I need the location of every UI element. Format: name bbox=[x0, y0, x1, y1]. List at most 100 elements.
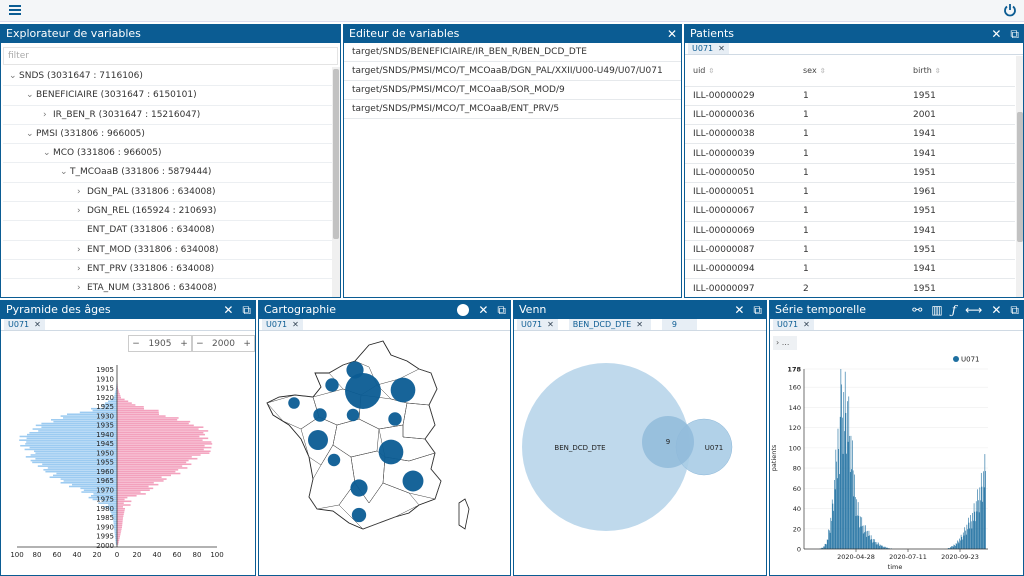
table-row[interactable]: ILL-00000097 2 1951 bbox=[685, 278, 1015, 297]
tree-node[interactable]: › DGN_REL (165924 : 210693) bbox=[3, 202, 333, 222]
tree-node[interactable]: ⌄ T_MCOaaB (331806 : 5879444) bbox=[3, 163, 333, 183]
increment-button[interactable]: + bbox=[243, 338, 251, 349]
chevron-down-icon[interactable]: ⌄ bbox=[60, 167, 68, 178]
table-row[interactable]: ILL-00000050 1 1951 bbox=[685, 163, 1015, 183]
variable-path-item[interactable]: target/SNDS/PMSI/MCO/T_MCOaaB/SOR_MOD/9 bbox=[344, 81, 681, 100]
tree-node[interactable]: ⌄ BENEFICIAIRE (3031647 : 6150101) bbox=[3, 86, 333, 106]
chevron-right-icon[interactable]: › bbox=[77, 244, 81, 255]
circle-mode-icon[interactable] bbox=[457, 304, 470, 316]
chevron-down-icon[interactable]: ⌄ bbox=[43, 148, 51, 159]
filter-tag[interactable]: U071 ✕ bbox=[517, 319, 558, 330]
variable-path-item[interactable]: target/SNDS/PMSI/MCO/T_MCOaaB/DGN_PAL/XX… bbox=[344, 62, 681, 81]
y-tick-label: 60 bbox=[793, 485, 801, 493]
table-row[interactable]: ILL-00000051 1 1961 bbox=[685, 182, 1015, 203]
filter-input[interactable]: filter bbox=[3, 47, 338, 65]
close-icon[interactable]: ✕ bbox=[991, 27, 1002, 41]
filter-tag[interactable]: U071 ✕ bbox=[262, 319, 303, 330]
x-tick-label: 80 bbox=[33, 551, 42, 559]
copy-icon[interactable]: ⧉ bbox=[753, 303, 762, 317]
tree-node[interactable]: › IR_BEN_R (3031647 : 15216047) bbox=[3, 106, 333, 125]
expand-horizontal-icon[interactable]: ⟷ bbox=[965, 303, 983, 317]
variable-path-item[interactable]: target/SNDS/BENEFICIAIRE/IR_BEN_R/BEN_DC… bbox=[344, 43, 681, 62]
tree-node[interactable]: ENT_DAT (331806 : 634008) bbox=[3, 221, 333, 241]
chevron-right-icon[interactable]: › bbox=[77, 283, 81, 294]
table-row[interactable]: ILL-00000067 1 1951 bbox=[685, 201, 1015, 222]
filter-tag[interactable]: U071 ✕ bbox=[4, 319, 45, 330]
chevron-right-icon[interactable]: › bbox=[77, 206, 81, 217]
breadcrumb[interactable]: › ... bbox=[773, 336, 797, 350]
chevron-down-icon[interactable]: ⌄ bbox=[26, 128, 34, 139]
table-row[interactable]: ILL-00000036 1 2001 bbox=[685, 105, 1015, 126]
male-bar bbox=[34, 450, 117, 453]
series-bar bbox=[878, 544, 880, 549]
close-icon[interactable]: ✕ bbox=[734, 303, 745, 317]
column-header[interactable]: sex ⇳ bbox=[795, 56, 905, 87]
male-bar bbox=[115, 537, 117, 540]
table-row[interactable]: ILL-00000094 1 1941 bbox=[685, 259, 1015, 280]
share-icon[interactable]: ⚯ bbox=[912, 303, 923, 317]
function-icon[interactable]: ƒ bbox=[951, 303, 957, 317]
series-bar bbox=[958, 543, 960, 549]
chevron-right-icon[interactable]: › bbox=[77, 263, 81, 274]
female-bar bbox=[117, 465, 183, 467]
year-tick-label: 1945 bbox=[96, 440, 114, 448]
table-row[interactable]: ILL-00000069 1 1941 bbox=[685, 221, 1015, 241]
table-row[interactable]: ILL-00000029 1 1951 bbox=[685, 86, 1015, 106]
series-bar bbox=[842, 453, 844, 549]
series-bar bbox=[864, 532, 865, 549]
increment-button[interactable]: + bbox=[180, 338, 188, 349]
male-bar bbox=[63, 417, 117, 419]
tree-node[interactable]: › ETA_NUM (331806 : 634008) bbox=[3, 279, 333, 297]
column-header[interactable]: birth ⇳ bbox=[905, 56, 1015, 87]
sort-icon[interactable]: ⇳ bbox=[819, 67, 826, 76]
hamburger-menu-icon[interactable] bbox=[9, 5, 21, 15]
close-icon[interactable]: ✕ bbox=[666, 27, 677, 41]
bar-chart-icon[interactable]: ▥ bbox=[931, 303, 943, 317]
tree-node[interactable]: › DGN_PAL (331806 : 634008) bbox=[3, 183, 333, 203]
copy-icon[interactable]: ⧉ bbox=[1010, 303, 1019, 317]
variable-path-item[interactable]: target/SNDS/PMSI/MCO/T_MCOaaB/ENT_PRV/5 bbox=[344, 100, 681, 119]
column-header[interactable]: uid ⇳ bbox=[685, 56, 795, 87]
explorer-scrollbar[interactable] bbox=[332, 67, 340, 297]
tree-node[interactable]: ⌄ PMSI (331806 : 966005) bbox=[3, 125, 333, 145]
from-year-value[interactable]: 1905 bbox=[148, 338, 172, 349]
power-icon[interactable] bbox=[1003, 3, 1017, 17]
decrement-button[interactable]: − bbox=[132, 338, 140, 349]
tree-node[interactable]: › ENT_PRV (331806 : 634008) bbox=[3, 260, 333, 280]
to-year-value[interactable]: 2000 bbox=[212, 338, 235, 349]
filter-tag[interactable]: U071 ✕ bbox=[773, 319, 814, 330]
female-bar bbox=[117, 470, 176, 473]
tree-node[interactable]: › ENT_MOD (331806 : 634008) bbox=[3, 241, 333, 260]
filter-tag[interactable]: 9 bbox=[661, 319, 697, 330]
tree-node-label: SNDS (3031647 : 7116106) bbox=[19, 71, 143, 81]
tree-node[interactable]: ⌄ MCO (331806 : 966005) bbox=[3, 144, 333, 164]
copy-icon[interactable]: ⧉ bbox=[242, 303, 251, 317]
chevron-right-icon[interactable]: › bbox=[43, 109, 47, 120]
copy-icon[interactable]: ⧉ bbox=[497, 303, 506, 317]
y-tick-label: 40 bbox=[793, 505, 801, 513]
tree-node-label: ENT_PRV (331806 : 634008) bbox=[87, 263, 215, 274]
filter-tag[interactable]: U071 ✕ bbox=[688, 43, 729, 54]
close-icon[interactable]: ✕ bbox=[478, 303, 489, 317]
chevron-down-icon[interactable]: ⌄ bbox=[9, 71, 17, 81]
close-icon[interactable]: ✕ bbox=[991, 303, 1002, 317]
sort-icon[interactable]: ⇳ bbox=[708, 67, 715, 76]
chevron-down-icon[interactable]: ⌄ bbox=[26, 90, 34, 101]
tree-node[interactable]: ⌄ SNDS (3031647 : 7116106) bbox=[3, 67, 333, 87]
from-year-stepper[interactable]: − 1905 + bbox=[128, 335, 192, 352]
series-bar bbox=[956, 544, 958, 549]
table-row[interactable]: ILL-00000039 1 1941 bbox=[685, 143, 1015, 164]
chevron-right-icon[interactable]: › bbox=[77, 186, 81, 197]
close-icon[interactable]: ✕ bbox=[223, 303, 234, 317]
copy-icon[interactable]: ⧉ bbox=[1010, 27, 1019, 41]
to-year-stepper[interactable]: − 2000 + bbox=[192, 335, 255, 352]
series-bar bbox=[982, 501, 984, 549]
patients-scrollbar[interactable] bbox=[1016, 56, 1023, 297]
year-tick-label: 1910 bbox=[96, 375, 114, 383]
sort-icon[interactable]: ⇳ bbox=[934, 67, 941, 76]
table-row[interactable]: ILL-00000087 1 1951 bbox=[685, 240, 1015, 261]
series-bar bbox=[969, 528, 971, 549]
table-row[interactable]: ILL-00000038 1 1941 bbox=[685, 124, 1015, 145]
decrement-button[interactable]: − bbox=[196, 338, 204, 349]
filter-tag[interactable]: BEN_DCD_DTE ✕ bbox=[568, 319, 651, 330]
